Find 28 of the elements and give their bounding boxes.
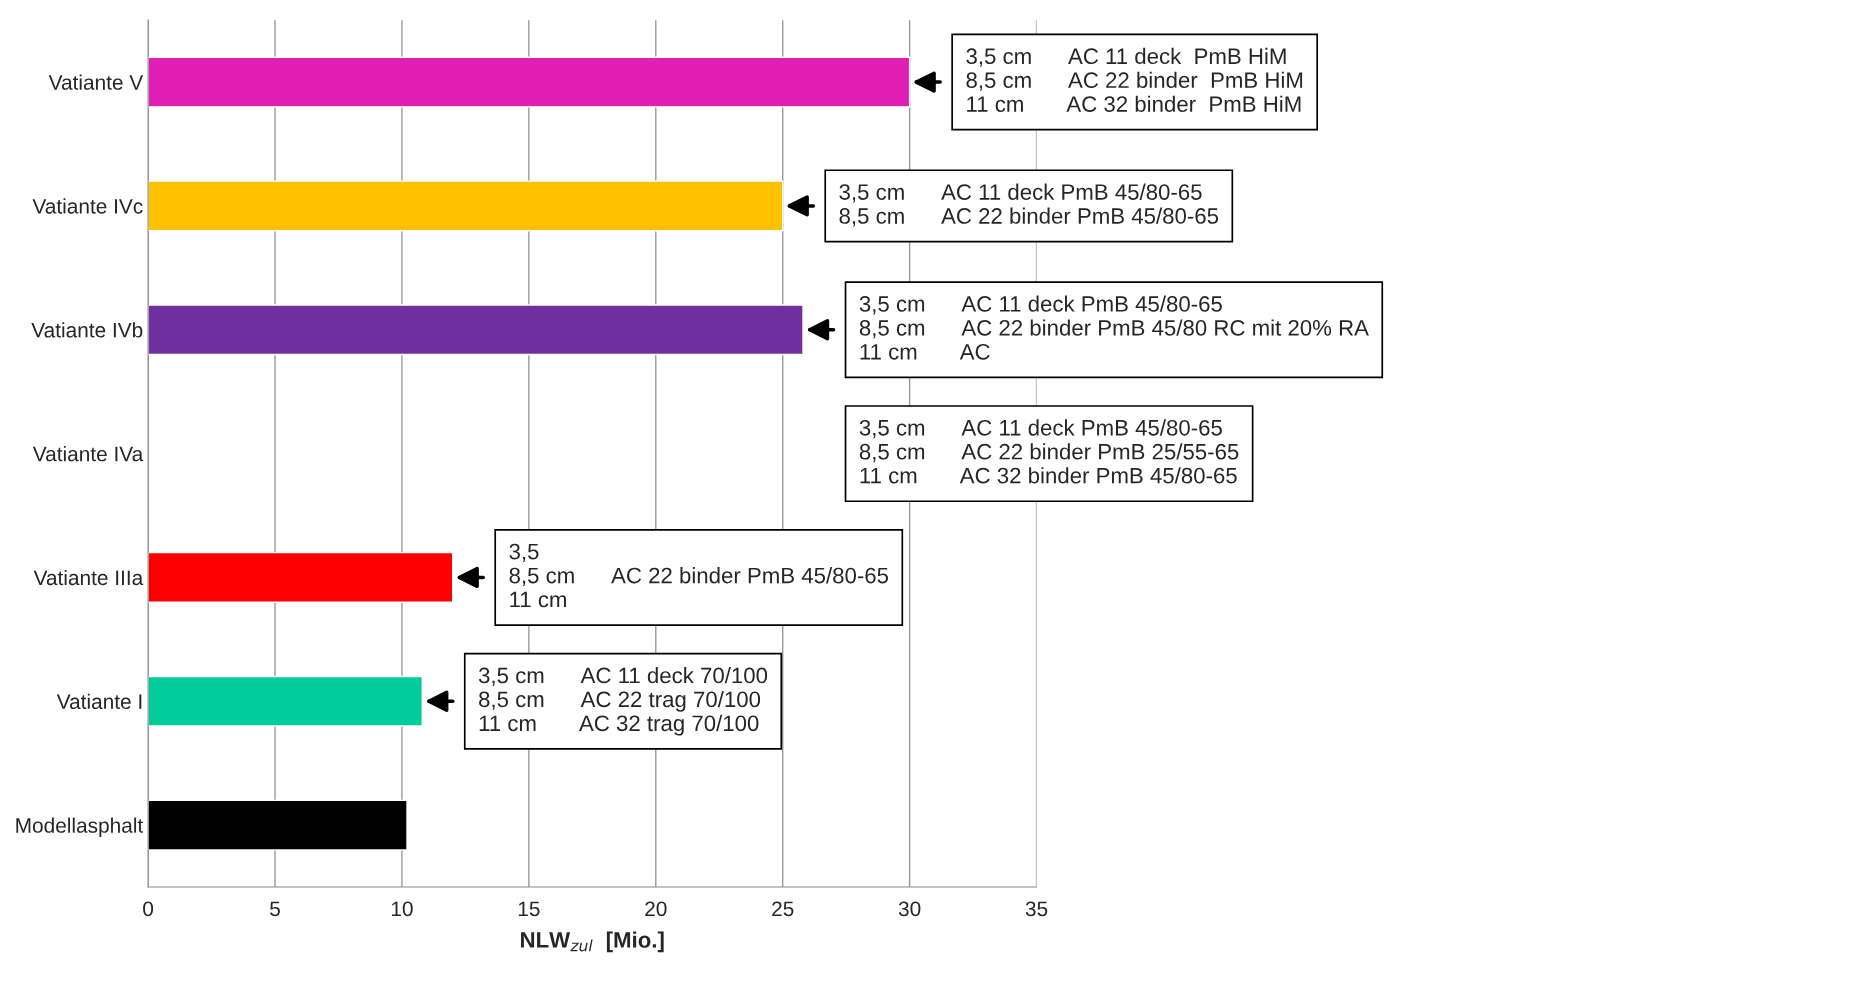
- x-axis-title: NLW$_{zul}$ [Mio.]: [521, 931, 664, 953]
- annotation: 3,5 cm AC 11 deck PmB 45/80-65 8,5 cm AC 22 binder PmB 45/80 RC mit 20% RA 11 cm AC: [859, 295, 1369, 360]
- annotation: 3,5 8,5 cm AC 22 binder PmB 45/80-65 11 cm: [509, 543, 889, 608]
- bar: [148, 180, 784, 232]
- x-tick-label: 30: [898, 901, 921, 917]
- bar: [148, 551, 454, 603]
- y-tick-label: Vatiante IIIa: [33, 569, 144, 586]
- x-tick-label: 10: [391, 901, 413, 917]
- x-tick-label: 25: [772, 901, 794, 917]
- y-tick-label: Vatiante V: [48, 74, 144, 90]
- annotation: 3,5 cm AC 11 deck PmB 45/80-65 8,5 cm AC 22 binder PmB 45/80-65: [839, 183, 1219, 227]
- x-tick-label: 5: [270, 901, 280, 917]
- annotation: 3,5 cm AC 11 deck PmB HiM 8,5 cm AC 22 binder PmB HiM 11 cm AC 32 binder PmB HiM: [966, 47, 1303, 112]
- y-tick-label: Modellasphalt: [16, 817, 144, 837]
- x-tick-label: 20: [645, 901, 667, 917]
- annotation: 3,5 cm AC 11 deck PmB 45/80-65 8,5 cm AC 22 binder PmB 25/55-65 11 cm AC 32 binder PmB 45/80-65: [859, 419, 1239, 484]
- x-tick-label: 0: [143, 901, 154, 917]
- y-tick-label: Vatiante I: [56, 693, 142, 710]
- y-tick-label: Vatiante IVc: [32, 198, 143, 214]
- bar: [148, 56, 911, 108]
- x-tick-label: 15: [518, 901, 540, 917]
- x-tick-label: 35: [1025, 901, 1048, 917]
- y-tick-label: Vatiante IVb: [31, 322, 143, 338]
- bar: [148, 675, 423, 727]
- bar: [148, 799, 408, 851]
- annotation: 3,5 cm AC 11 deck 70/100 8,5 cm AC 22 trag 70/100 11 cm AC 32 trag 70/100: [478, 666, 768, 736]
- bar: [148, 304, 804, 356]
- y-tick-label: Vatiante IVa: [32, 446, 144, 462]
